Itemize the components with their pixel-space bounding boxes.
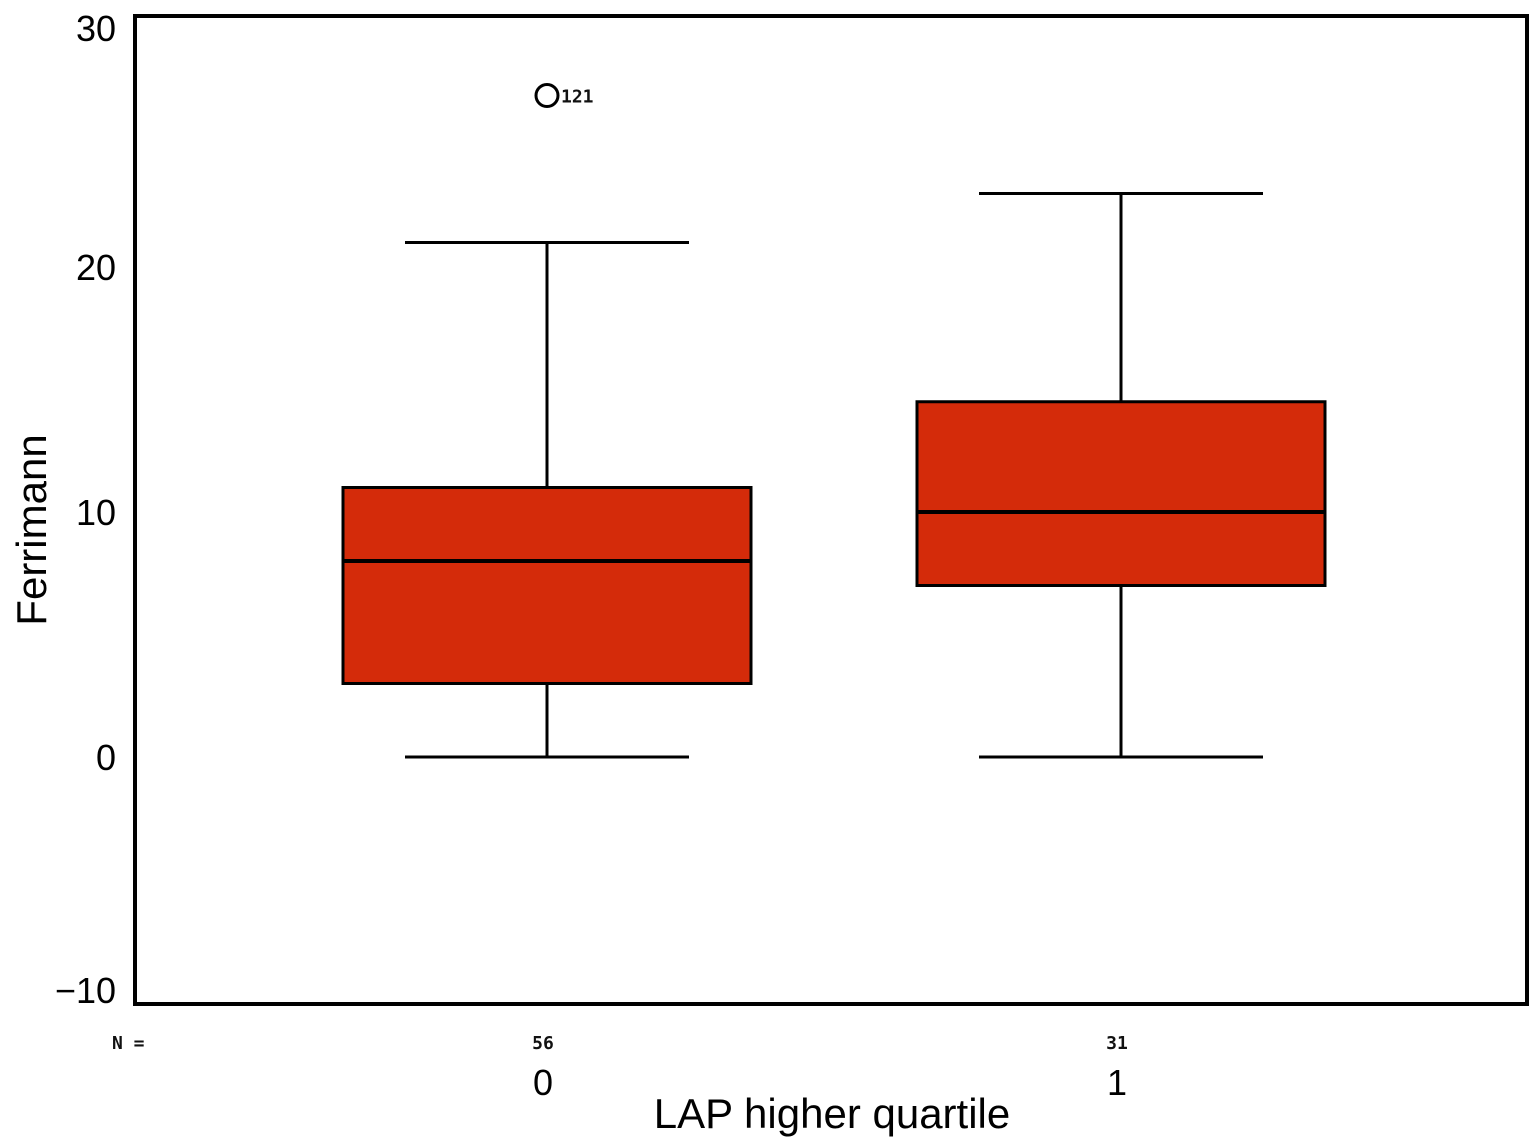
- y-axis-ticks: 30 20 10 0 −10: [55, 8, 116, 1011]
- y-axis-title: Ferrimann: [8, 434, 55, 625]
- y-tick-label: 10: [76, 492, 116, 533]
- box-group-0: 121: [341, 83, 753, 759]
- outlier-point: [534, 83, 560, 108]
- x-tick-label: 1: [1107, 1062, 1127, 1103]
- y-tick-label: 20: [76, 247, 116, 288]
- plot-frame: [133, 14, 1529, 1006]
- n-prefix-label: N =: [112, 1033, 145, 1054]
- x-axis-title: LAP higher quartile: [654, 1090, 1010, 1137]
- x-tick-label: 0: [533, 1062, 553, 1103]
- y-tick-label: 0: [96, 737, 116, 778]
- y-tick-label: −10: [55, 970, 116, 1011]
- box-series: 121: [341, 83, 1327, 759]
- outlier-label: 121: [561, 87, 594, 108]
- n-count-label: 56: [532, 1033, 554, 1054]
- iqr-box: [341, 486, 753, 685]
- n-count-label: 31: [1106, 1033, 1128, 1054]
- box-group-1: [915, 192, 1327, 759]
- y-tick-label: 30: [76, 8, 116, 49]
- x-axis-tick-labels: 56 0 31 1: [532, 1033, 1128, 1103]
- iqr-box: [915, 400, 1327, 587]
